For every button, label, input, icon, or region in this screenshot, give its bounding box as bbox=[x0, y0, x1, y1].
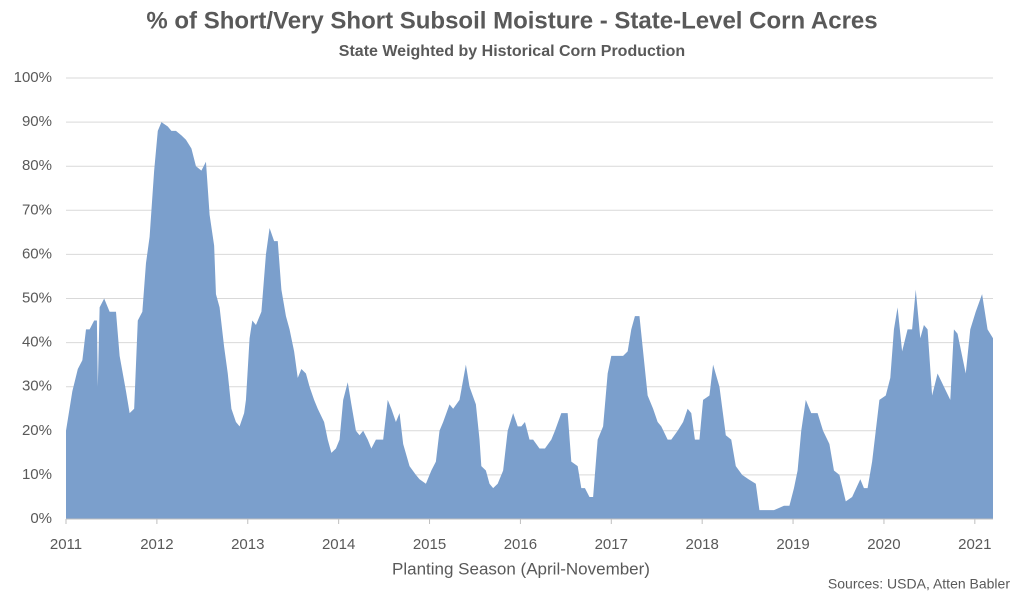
chart-subtitle: State Weighted by Historical Corn Produc… bbox=[339, 43, 685, 60]
y-tick-label: 30% bbox=[22, 378, 52, 395]
x-tick-label: 2016 bbox=[504, 536, 537, 553]
x-tick-label: 2011 bbox=[50, 536, 82, 553]
x-tick-label: 2017 bbox=[595, 536, 628, 553]
x-tick-label: 2014 bbox=[322, 536, 355, 553]
x-tick-label: 2015 bbox=[413, 536, 446, 553]
x-tick-label: 2018 bbox=[685, 536, 718, 553]
chart-title: % of Short/Very Short Subsoil Moisture -… bbox=[146, 7, 877, 34]
x-axis-title: Planting Season (April-November) bbox=[392, 559, 650, 578]
y-tick-label: 10% bbox=[22, 466, 52, 483]
x-tick-label: 2020 bbox=[867, 536, 900, 553]
x-tick-label: 2019 bbox=[776, 536, 809, 553]
x-tick-label: 2012 bbox=[140, 536, 173, 553]
y-tick-label: 50% bbox=[22, 289, 52, 306]
source-note: Sources: USDA, Atten Babler bbox=[828, 576, 1010, 592]
y-tick-label: 0% bbox=[30, 510, 52, 527]
y-tick-label: 20% bbox=[22, 422, 52, 439]
y-tick-label: 100% bbox=[14, 69, 52, 86]
y-tick-label: 90% bbox=[22, 113, 52, 130]
y-tick-label: 40% bbox=[22, 334, 52, 351]
y-tick-label: 70% bbox=[22, 201, 52, 218]
y-tick-label: 80% bbox=[22, 157, 52, 174]
area bbox=[66, 122, 993, 519]
x-tick-label: 2013 bbox=[231, 536, 264, 553]
x-tick-label: 2021 bbox=[958, 536, 991, 553]
y-tick-label: 60% bbox=[22, 245, 52, 262]
